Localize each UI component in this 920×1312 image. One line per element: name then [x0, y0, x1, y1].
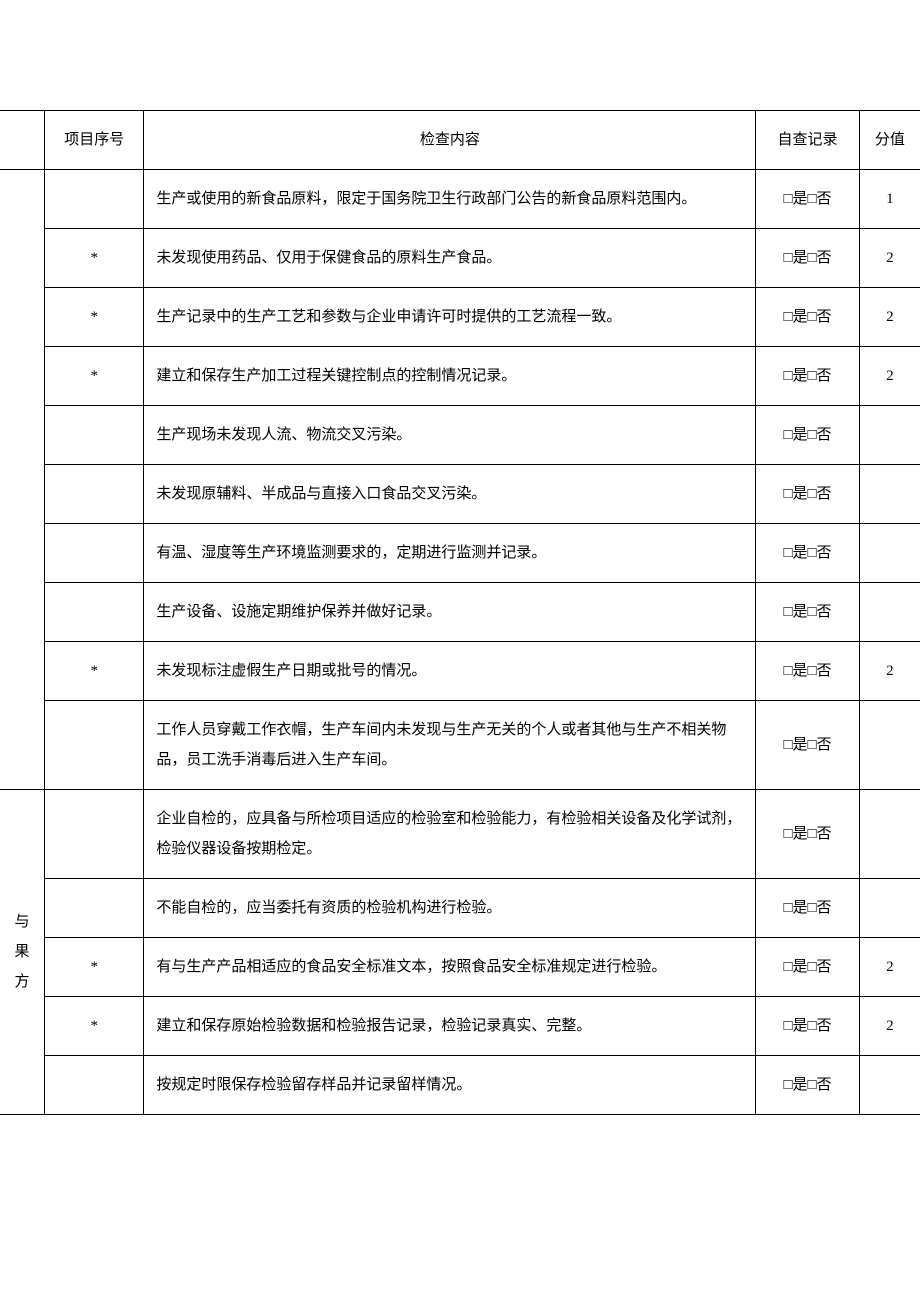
header-score: 分值	[859, 111, 920, 170]
score-cell: 2	[859, 997, 920, 1056]
table-row: *未发现使用药品、仅用于保健食品的原料生产食品。□是□否2	[0, 229, 920, 288]
table-row: 不能自检的，应当委托有资质的检验机构进行检验。□是□否	[0, 879, 920, 938]
content-cell: 建立和保存生产加工过程关键控制点的控制情况记录。	[144, 347, 756, 406]
record-cell[interactable]: □是□否	[756, 938, 859, 997]
content-cell: 不能自检的，应当委托有资质的检验机构进行检验。	[144, 879, 756, 938]
score-cell	[859, 465, 920, 524]
record-cell[interactable]: □是□否	[756, 583, 859, 642]
seq-cell: *	[45, 642, 144, 701]
table-row: *建立和保存生产加工过程关键控制点的控制情况记录。□是□否2	[0, 347, 920, 406]
seq-cell: *	[45, 229, 144, 288]
content-cell: 生产现场未发现人流、物流交叉污染。	[144, 406, 756, 465]
content-cell: 未发现原辅料、半成品与直接入口食品交叉污染。	[144, 465, 756, 524]
record-cell[interactable]: □是□否	[756, 288, 859, 347]
seq-cell	[45, 879, 144, 938]
content-cell: 建立和保存原始检验数据和检验报告记录，检验记录真实、完整。	[144, 997, 756, 1056]
table-header-row: 项目序号 检查内容 自查记录 分值	[0, 111, 920, 170]
table-row: 工作人员穿戴工作衣帽，生产车间内未发现与生产无关的个人或者其他与生产不相关物品，…	[0, 701, 920, 790]
record-cell[interactable]: □是□否	[756, 1056, 859, 1115]
table-row: 与果方企业自检的，应具备与所检项目适应的检验室和检验能力，有检验相关设备及化学试…	[0, 790, 920, 879]
table-row: *未发现标注虚假生产日期或批号的情况。□是□否2	[0, 642, 920, 701]
content-cell: 按规定时限保存检验留存样品并记录留样情况。	[144, 1056, 756, 1115]
header-content: 检查内容	[144, 111, 756, 170]
seq-cell	[45, 583, 144, 642]
score-cell: 2	[859, 938, 920, 997]
seq-cell	[45, 1056, 144, 1115]
record-cell[interactable]: □是□否	[756, 524, 859, 583]
record-cell[interactable]: □是□否	[756, 465, 859, 524]
score-cell: 1	[859, 170, 920, 229]
seq-cell	[45, 170, 144, 229]
seq-cell: *	[45, 288, 144, 347]
category-cell: 与果方	[0, 790, 45, 1115]
table-row: *建立和保存原始检验数据和检验报告记录，检验记录真实、完整。□是□否2	[0, 997, 920, 1056]
seq-cell	[45, 465, 144, 524]
record-cell[interactable]: □是□否	[756, 701, 859, 790]
table-row: 生产或使用的新食品原料，限定于国务院卫生行政部门公告的新食品原料范围内。□是□否…	[0, 170, 920, 229]
seq-cell	[45, 701, 144, 790]
record-cell[interactable]: □是□否	[756, 347, 859, 406]
score-cell	[859, 583, 920, 642]
table-body: 生产或使用的新食品原料，限定于国务院卫生行政部门公告的新食品原料范围内。□是□否…	[0, 170, 920, 1115]
score-cell: 2	[859, 288, 920, 347]
record-cell[interactable]: □是□否	[756, 642, 859, 701]
seq-cell: *	[45, 347, 144, 406]
seq-cell: *	[45, 997, 144, 1056]
seq-cell	[45, 524, 144, 583]
record-cell[interactable]: □是□否	[756, 997, 859, 1056]
record-cell[interactable]: □是□否	[756, 879, 859, 938]
score-cell: 2	[859, 642, 920, 701]
score-cell: 2	[859, 347, 920, 406]
record-cell[interactable]: □是□否	[756, 406, 859, 465]
seq-cell: *	[45, 938, 144, 997]
score-cell	[859, 879, 920, 938]
content-cell: 生产记录中的生产工艺和参数与企业申请许可时提供的工艺流程一致。	[144, 288, 756, 347]
content-cell: 有与生产产品相适应的食品安全标准文本，按照食品安全标准规定进行检验。	[144, 938, 756, 997]
category-cell	[0, 170, 45, 790]
score-cell	[859, 524, 920, 583]
table-row: 未发现原辅料、半成品与直接入口食品交叉污染。□是□否	[0, 465, 920, 524]
header-category	[0, 111, 45, 170]
seq-cell	[45, 790, 144, 879]
score-cell	[859, 701, 920, 790]
header-record: 自查记录	[756, 111, 859, 170]
score-cell: 2	[859, 229, 920, 288]
table-row: *生产记录中的生产工艺和参数与企业申请许可时提供的工艺流程一致。□是□否2	[0, 288, 920, 347]
header-seq: 项目序号	[45, 111, 144, 170]
content-cell: 未发现标注虚假生产日期或批号的情况。	[144, 642, 756, 701]
record-cell[interactable]: □是□否	[756, 229, 859, 288]
score-cell	[859, 1056, 920, 1115]
table-row: 有温、湿度等生产环境监测要求的，定期进行监测并记录。□是□否	[0, 524, 920, 583]
table-row: 生产现场未发现人流、物流交叉污染。□是□否	[0, 406, 920, 465]
page: 项目序号 检查内容 自查记录 分值 生产或使用的新食品原料，限定于国务院卫生行政…	[0, 0, 920, 1312]
content-cell: 生产设备、设施定期维护保养并做好记录。	[144, 583, 756, 642]
table-row: *有与生产产品相适应的食品安全标准文本，按照食品安全标准规定进行检验。□是□否2	[0, 938, 920, 997]
score-cell	[859, 406, 920, 465]
seq-cell	[45, 406, 144, 465]
content-cell: 未发现使用药品、仅用于保健食品的原料生产食品。	[144, 229, 756, 288]
table-row: 按规定时限保存检验留存样品并记录留样情况。□是□否	[0, 1056, 920, 1115]
record-cell[interactable]: □是□否	[756, 790, 859, 879]
inspection-table: 项目序号 检查内容 自查记录 分值 生产或使用的新食品原料，限定于国务院卫生行政…	[0, 110, 920, 1115]
content-cell: 企业自检的，应具备与所检项目适应的检验室和检验能力，有检验相关设备及化学试剂，检…	[144, 790, 756, 879]
content-cell: 生产或使用的新食品原料，限定于国务院卫生行政部门公告的新食品原料范围内。	[144, 170, 756, 229]
record-cell[interactable]: □是□否	[756, 170, 859, 229]
table-row: 生产设备、设施定期维护保养并做好记录。□是□否	[0, 583, 920, 642]
score-cell	[859, 790, 920, 879]
content-cell: 工作人员穿戴工作衣帽，生产车间内未发现与生产无关的个人或者其他与生产不相关物品，…	[144, 701, 756, 790]
content-cell: 有温、湿度等生产环境监测要求的，定期进行监测并记录。	[144, 524, 756, 583]
